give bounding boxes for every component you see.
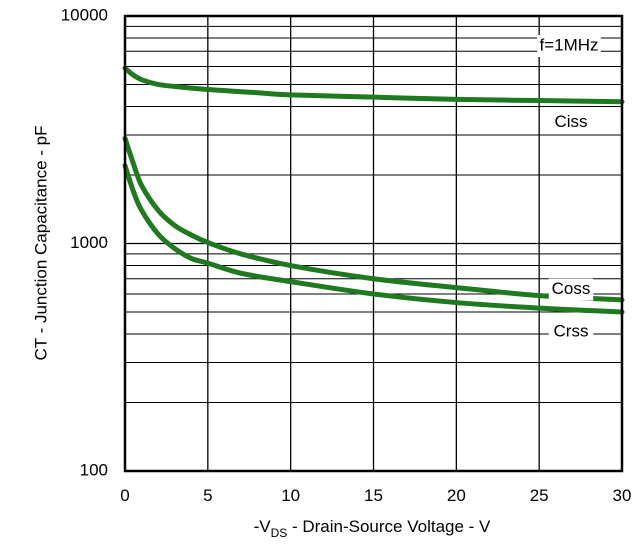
tick-labels: 0 5 10 15 20 25 30 100 1000 10000: [61, 5, 632, 505]
x-tick-label: 30: [613, 486, 632, 505]
label-ciss-bg: [548, 111, 594, 134]
y-tick-label: 100: [80, 460, 108, 479]
y-tick-label: 1000: [70, 233, 108, 252]
x-axis-title-rest: - Drain-Source Voltage - V: [287, 517, 491, 536]
plot-frame: [123, 14, 624, 473]
series-line-coss: [122, 135, 625, 303]
label-coss: Coss: [552, 279, 591, 298]
label-crss: Crss: [554, 322, 589, 341]
x-tick-label: 15: [364, 486, 383, 505]
grid: [124, 16, 623, 472]
label-frequency-bg: [537, 35, 601, 57]
label-frequency: f=1MHz: [539, 35, 598, 54]
series-line-crss: [122, 163, 625, 315]
label-ciss: Ciss: [554, 112, 587, 131]
x-axis-title: -VDS - Drain-Source Voltage - V: [254, 517, 491, 540]
series-line-ciss: [122, 65, 625, 105]
x-tick-label: 10: [281, 486, 300, 505]
label-coss-bg: [548, 278, 594, 301]
y-tick-label: 10000: [61, 5, 108, 24]
x-tick-label: 20: [447, 486, 466, 505]
x-tick-label: 25: [530, 486, 549, 505]
label-crss-bg: [548, 321, 594, 344]
x-tick-label: 5: [203, 486, 212, 505]
label-layer: Ciss Coss Crss f=1MHz: [537, 35, 601, 344]
series-layer: [122, 65, 625, 315]
y-axis-title: CT - Junction Capacitance - pF: [31, 126, 50, 361]
x-axis-title-subscript: DS: [271, 526, 288, 540]
x-axis-title-prefix: -V: [254, 517, 272, 536]
x-tick-label: 0: [120, 486, 129, 505]
